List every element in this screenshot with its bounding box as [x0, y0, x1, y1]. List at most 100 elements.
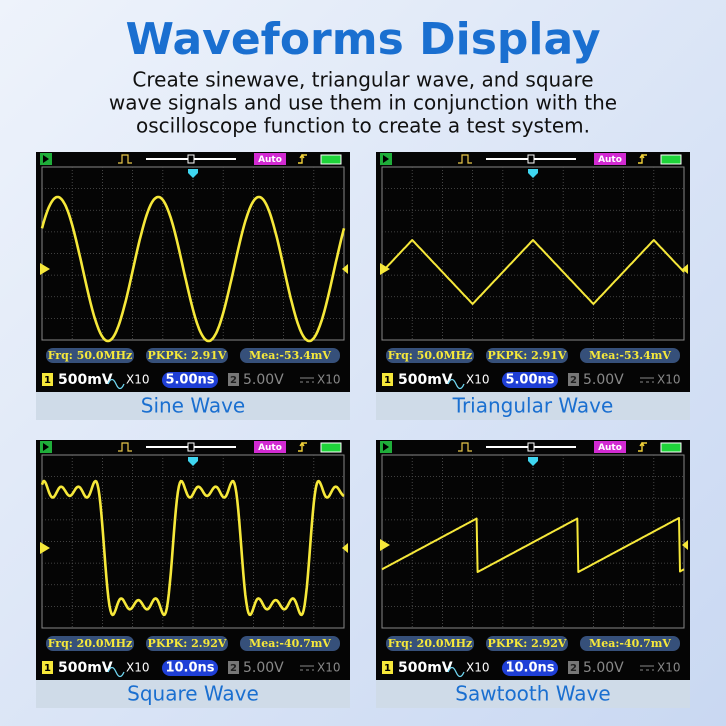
timebase: 10.0ns: [505, 661, 554, 676]
trigger-edge-icon: [458, 154, 472, 164]
battery: [660, 442, 682, 453]
ch2-label: 2: [230, 663, 237, 674]
caption-bar: [36, 392, 350, 420]
run-arrow: [43, 443, 49, 451]
ch1-label: 1: [384, 375, 391, 386]
trigger-slope-icon: [298, 153, 307, 164]
trigger-level-marker: [682, 540, 688, 550]
timebase-pill: [502, 660, 558, 676]
channel-level-marker: [40, 263, 50, 275]
ch1-scale: 500mV: [58, 660, 113, 676]
auto-badge: [254, 153, 286, 165]
timebase-pill: [162, 660, 218, 676]
waveform: [381, 517, 685, 573]
channel-level-marker: [380, 263, 390, 275]
trigger-slope-icon: [298, 441, 307, 452]
run-arrow: [383, 155, 389, 163]
trigger-mode: Auto: [598, 443, 622, 453]
measurement-pill: [146, 636, 228, 651]
measurement-pill: [486, 636, 568, 651]
timebase: 5.00ns: [165, 373, 214, 388]
ch1-badge: [382, 661, 393, 674]
ch1-probe: X10: [466, 661, 490, 675]
ch2-label: 2: [230, 375, 237, 386]
measurement-pill: [46, 636, 134, 651]
run-arrow: [383, 443, 389, 451]
dc-coupling-icon: [640, 377, 654, 383]
ch1-label: 1: [384, 663, 391, 674]
auto-badge: [594, 153, 626, 165]
channel-level-marker: [380, 539, 390, 551]
caption-bar: [36, 680, 350, 708]
ch2-scale: 5.00V: [583, 372, 624, 388]
auto-badge: [254, 441, 286, 453]
dc-coupling-icon: [300, 665, 314, 671]
memory-pos: [527, 154, 535, 164]
dc-coupling-icon: [640, 665, 654, 671]
measurement-frequency: Frq: 20.0MHz: [388, 637, 473, 650]
ch2-probe: X10: [657, 373, 681, 387]
ch2-badge: [568, 373, 579, 386]
caption: Square Wave: [127, 682, 259, 706]
caption: Sine Wave: [141, 394, 245, 418]
timebase-pill: [502, 372, 558, 388]
ch2-scale: 5.00V: [243, 660, 284, 676]
caption-bar: [376, 680, 690, 708]
measurement-mean: Mea:-53.4mV: [589, 349, 671, 362]
trigger-mode: Auto: [258, 155, 282, 165]
measurement-pill: [386, 636, 474, 651]
caption: Triangular Wave: [452, 394, 614, 418]
oscilloscope-panel: Triangular Wave Auto Frq: 50.0MHz PKPK: 2.9…: [376, 152, 690, 420]
measurement-mean: Mea:-40.7mV: [249, 637, 331, 650]
measurement-pill: [46, 348, 134, 363]
measurement-pkpk: PKPK: 2.91V: [488, 349, 567, 362]
measurement-pkpk: PKPK: 2.91V: [148, 349, 227, 362]
ch2-badge: [228, 661, 239, 674]
measurement-frequency: Frq: 20.0MHz: [48, 637, 133, 650]
ch1-badge: [42, 661, 53, 674]
ch2-probe: X10: [657, 661, 681, 675]
trigger-slope-icon: [638, 441, 647, 452]
ch1-probe: X10: [126, 373, 150, 387]
subtitle-line: wave signals and use them in conjunction…: [109, 91, 617, 115]
ch1-badge: [382, 373, 393, 386]
trigger-mode: Auto: [598, 155, 622, 165]
ch1-badge: [42, 373, 53, 386]
ch2-probe: X10: [317, 661, 341, 675]
memory-pos: [187, 154, 195, 164]
timebase: 10.0ns: [165, 661, 214, 676]
measurement-pill: [486, 348, 568, 363]
trigger-position-marker: [188, 169, 198, 178]
ch1-scale: 500mV: [398, 372, 453, 388]
run-arrow: [43, 155, 49, 163]
measurement-frequency: Frq: 50.0MHz: [48, 349, 133, 362]
trigger-mode: Auto: [258, 443, 282, 453]
ch1-label: 1: [44, 375, 51, 386]
ch2-badge: [228, 373, 239, 386]
oscilloscope-panel: Square Wave Auto Frq: 20.0MHz PKPK: 2.92V Me…: [36, 440, 350, 708]
memory-pos: [187, 442, 195, 452]
measurement-pill: [240, 348, 340, 363]
trigger-edge-icon: [118, 154, 132, 164]
oscilloscope-panel: Sawtooth Wave Auto Frq: 20.0MHz PKPK: 2.92V…: [376, 440, 690, 708]
measurement-pill: [240, 636, 340, 651]
caption: Sawtooth Wave: [455, 682, 610, 706]
ch2-scale: 5.00V: [583, 660, 624, 676]
ch1-probe: X10: [466, 373, 490, 387]
measurement-pkpk: PKPK: 2.92V: [488, 637, 567, 650]
ch1-scale: 500mV: [398, 660, 453, 676]
waveform: [40, 479, 345, 617]
trigger-position-marker: [528, 457, 538, 466]
measurement-pill: [580, 636, 680, 651]
trigger-level-marker: [342, 264, 348, 274]
coupling-icon: [107, 666, 125, 678]
subtitle-line: Create sinewave, triangular wave, and sq…: [132, 68, 593, 92]
timebase: 5.00ns: [505, 373, 554, 388]
measurement-mean: Mea:-40.7mV: [589, 637, 671, 650]
ch2-badge: [568, 661, 579, 674]
ch1-label: 1: [44, 663, 51, 674]
measurement-pkpk: PKPK: 2.92V: [148, 637, 227, 650]
